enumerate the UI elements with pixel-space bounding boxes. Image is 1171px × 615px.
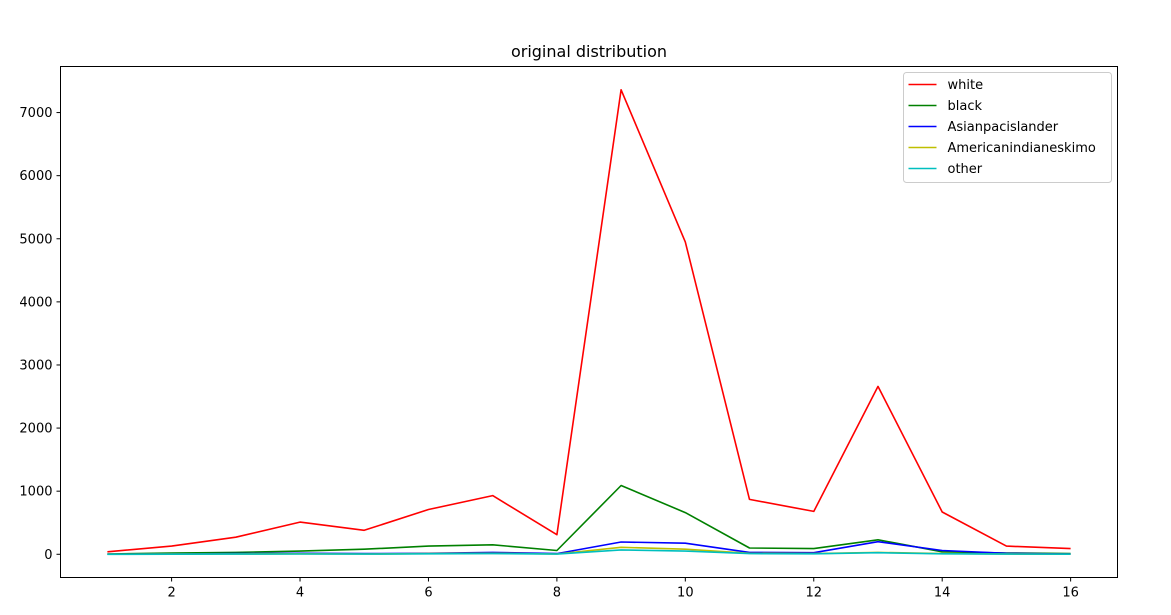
series-line-other	[107, 549, 1071, 556]
y-tick-label: 5000	[19, 232, 52, 247]
y-tick-label: 3000	[19, 358, 52, 373]
y-tick-label: 6000	[19, 169, 52, 184]
legend: white black Asianpacislander Americanindian…	[903, 72, 1112, 183]
y-tick-label: 1000	[19, 485, 52, 500]
y-axis: 0 1000 2000 3000 4000 5000 6000 7000	[19, 106, 61, 563]
x-tick-label: 4	[296, 586, 304, 601]
x-tick-label: 16	[1062, 586, 1079, 601]
x-tick-label: 10	[677, 586, 694, 601]
legend-label: Americanindianeskimo	[948, 141, 1096, 156]
chart-title: original distribution	[511, 42, 667, 61]
y-tick-label: 7000	[19, 106, 52, 121]
x-tick-label: 8	[553, 586, 561, 601]
plot-area	[60, 66, 1118, 578]
x-tick-label: 14	[934, 586, 951, 601]
series-line-white	[107, 89, 1071, 553]
y-tick-label: 0	[44, 548, 52, 563]
series-lines	[107, 89, 1071, 556]
x-tick-label: 2	[167, 586, 175, 601]
legend-box	[903, 72, 1112, 183]
legend-label: other	[948, 162, 983, 177]
legend-label: white	[948, 78, 984, 93]
y-tick-label: 4000	[19, 295, 52, 310]
legend-label: Asianpacislander	[948, 120, 1059, 135]
y-tick-label: 2000	[19, 422, 52, 437]
x-axis: 2 4 6 8 10 12 14 16	[167, 577, 1079, 601]
x-tick-label: 6	[424, 586, 432, 601]
x-tick-label: 12	[805, 586, 822, 601]
legend-label: black	[948, 99, 983, 114]
series-line-black	[107, 484, 1071, 555]
